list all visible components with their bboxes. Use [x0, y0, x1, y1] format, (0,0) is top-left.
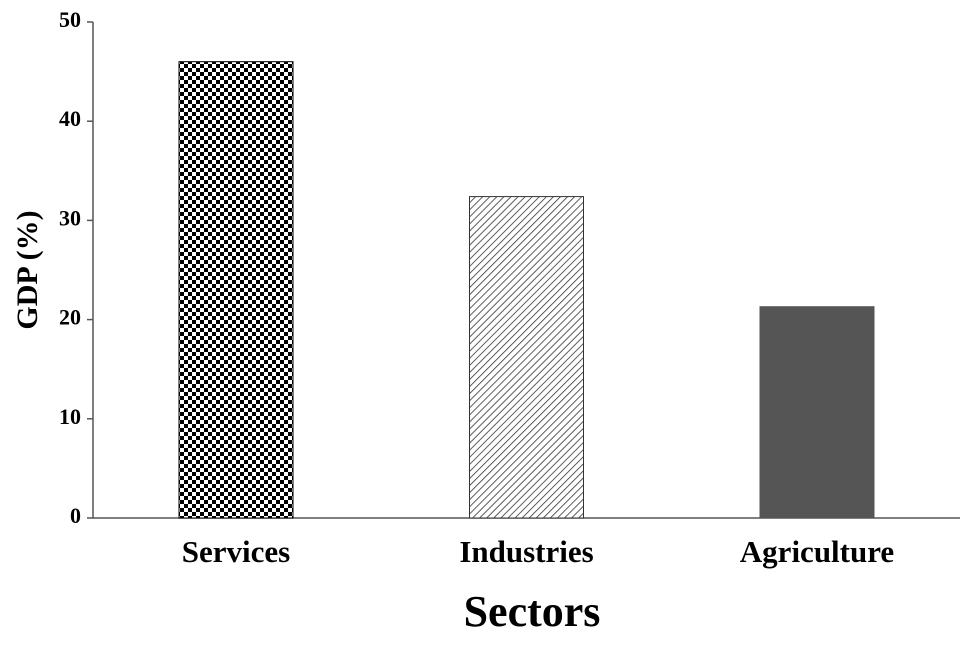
bar [178, 61, 294, 519]
y-tick-label: 40 [59, 106, 81, 131]
y-tick-label: 20 [59, 305, 81, 330]
x-axis-label: Sectors [464, 587, 601, 636]
y-tick-label: 50 [59, 7, 81, 32]
x-tick-label: Agriculture [740, 534, 894, 569]
x-tick-label: Services [182, 534, 290, 569]
y-axis-label: GDP (%) [11, 210, 44, 329]
bar [469, 196, 584, 519]
y-tick-label: 0 [70, 503, 81, 528]
y-tick-label: 10 [59, 404, 81, 429]
x-tick-label: Industries [459, 534, 593, 569]
bar [759, 306, 875, 519]
y-tick-label: 30 [59, 205, 81, 230]
